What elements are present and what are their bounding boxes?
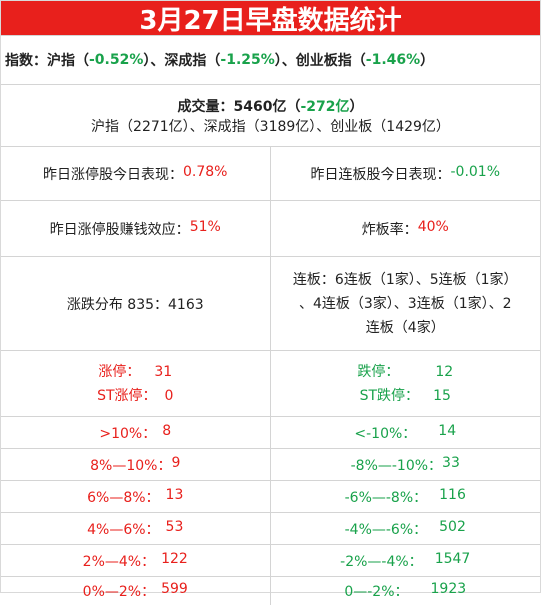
- dist-row: 4%—6%： 53 -4%—-6%： 502: [1, 512, 540, 544]
- dist-down-label: -8%—-10%：: [350, 457, 443, 474]
- limit-up-label: 涨停：: [98, 363, 141, 380]
- dist-up-cell: >10%： 8: [1, 417, 271, 448]
- dist-up-label: 4%—6%：: [87, 521, 160, 538]
- distribution-row: 涨跌分布 835：4163 连板：6连板（1家）、5连板（1家） 、4连板（3家…: [1, 256, 540, 350]
- dist-up-cell: 6%—8%： 13: [1, 481, 271, 512]
- consecutive-performance: 昨日连板股今日表现： -0.01%: [271, 147, 541, 200]
- sh-close: ）、: [143, 53, 165, 69]
- dist-down-value: 1923: [430, 581, 467, 597]
- dist-down-label: <-10%：: [354, 425, 417, 442]
- dist-down-cell: -4%—-6%： 502: [271, 513, 541, 544]
- page-title: 3月27日早盘数据统计: [1, 1, 540, 36]
- effect-row: 昨日涨停股赚钱效应： 51% 炸板率： 40%: [1, 200, 540, 256]
- dist-up-label: 6%—8%：: [87, 489, 160, 506]
- dist-up-value: 599: [161, 581, 188, 597]
- consecutive-perf-label: 昨日连板股今日表现：: [310, 166, 451, 183]
- dist-down-cell: -8%—-10%： 33: [271, 449, 541, 480]
- dist-up-value: 13: [165, 486, 184, 503]
- sz-close: ）、: [274, 53, 296, 69]
- dist-up-value: 8: [162, 422, 172, 439]
- cy-name: 创业板指（: [295, 53, 366, 69]
- break-rate: 炸板率： 40%: [271, 201, 541, 256]
- limit-count-row: 涨停： 31 ST涨停： 0 跌停： 12 ST跌停： 15: [1, 350, 540, 416]
- dist-row: 6%—8%： 13 -6%—-8%： 116: [1, 480, 540, 512]
- dist-up-cell: 0%—2%： 599: [1, 577, 271, 605]
- dist-up-cell: 4%—6%： 53: [1, 513, 271, 544]
- sz-change: -1.25%: [220, 52, 275, 68]
- volume-row: 成交量：5460亿（ -272亿 ） 沪指（2271亿）、深成指（3189亿）、…: [1, 84, 540, 146]
- dist-up-value: 53: [165, 518, 184, 535]
- dist-down-cell: -2%—-4%： 1547: [271, 545, 541, 576]
- dist-down-value: 1547: [434, 550, 471, 567]
- sh-name: 沪指（: [47, 53, 89, 69]
- dist-up-value: 122: [161, 550, 188, 567]
- st-limit-down-label: ST跌停：: [359, 387, 420, 404]
- money-effect-label: 昨日涨停股赚钱效应：: [49, 221, 190, 238]
- break-rate-label: 炸板率：: [361, 221, 418, 238]
- consecutive-line-3: 连板（4家）: [365, 319, 445, 336]
- dist-up-label: >10%：: [99, 425, 157, 442]
- limit-up-counts: 涨停： 31 ST涨停： 0: [1, 351, 271, 416]
- cy-close: ）: [420, 53, 435, 69]
- dist-up-label: 8%—10%：: [90, 457, 172, 474]
- consecutive-line-1: 连板：6连板（1家）、5连板（1家）: [292, 271, 518, 288]
- rise-fall-distribution: 涨跌分布 835：4163: [1, 257, 271, 350]
- volume-label: 成交量：5460亿（: [177, 98, 301, 115]
- st-limit-down-value: 15: [433, 387, 451, 404]
- limit-down-counts: 跌停： 12 ST跌停： 15: [271, 351, 541, 416]
- dist-down-cell: 0—-2%： 1923: [271, 577, 541, 605]
- index-row: 指数： 沪指（ -0.52% ）、 深成指（ -1.25% ）、 创业板指（ -…: [1, 35, 540, 84]
- consecutive-line-2: 、4连板（3家）、3连板（1家）、2: [298, 295, 512, 312]
- dist-down-label: -4%—-6%：: [344, 521, 428, 538]
- dist-down-cell: <-10%： 14: [271, 417, 541, 448]
- st-limit-up-label: ST涨停：: [97, 387, 157, 404]
- dist-row: 2%—4%： 122 -2%—-4%： 1547: [1, 544, 540, 576]
- dist-down-label: 0—-2%：: [344, 584, 409, 600]
- volume-close: ）: [349, 98, 364, 115]
- dist-up-label: 0%—2%：: [82, 584, 156, 600]
- dist-up-cell: 8%—10%： 9: [1, 449, 271, 480]
- dist-down-value: 33: [442, 454, 460, 471]
- money-effect-value: 51%: [189, 218, 221, 235]
- dist-row: 0%—2%： 599 0—-2%： 1923: [1, 576, 540, 605]
- sh-change: -0.52%: [89, 52, 144, 68]
- dist-up-label: 2%—4%：: [82, 553, 156, 570]
- cy-change: -1.46%: [365, 52, 421, 68]
- break-rate-value: 40%: [417, 218, 449, 235]
- limit-up-performance: 昨日涨停股今日表现： 0.78%: [1, 147, 271, 200]
- performance-row: 昨日涨停股今日表现： 0.78% 昨日连板股今日表现： -0.01%: [1, 146, 540, 200]
- limit-up-value: 31: [154, 363, 173, 380]
- limit-up-perf-label: 昨日涨停股今日表现：: [43, 166, 183, 183]
- consecutive-perf-value: -0.01%: [450, 163, 501, 180]
- dist-down-value: 14: [438, 422, 457, 439]
- dist-row: 8%—10%： 9 -8%—-10%： 33: [1, 448, 540, 480]
- volume-change: -272亿: [300, 98, 350, 115]
- dist-up-cell: 2%—4%： 122: [1, 545, 271, 576]
- index-prefix: 指数：: [5, 53, 47, 69]
- limit-down-label: 跌停：: [357, 363, 400, 380]
- sz-name: 深成指（: [164, 53, 221, 69]
- dist-down-label: -2%—-4%：: [340, 553, 423, 570]
- dist-row: >10%： 8 <-10%： 14: [1, 416, 540, 448]
- money-effect: 昨日涨停股赚钱效应： 51%: [1, 201, 271, 256]
- dist-down-cell: -6%—-8%： 116: [271, 481, 541, 512]
- dist-down-value: 116: [439, 486, 466, 503]
- limit-up-perf-value: 0.78%: [183, 163, 228, 180]
- volume-line: 成交量：5460亿（ -272亿 ）: [177, 96, 363, 116]
- dist-down-value: 502: [439, 518, 466, 535]
- st-limit-up-value: 0: [164, 387, 174, 404]
- consecutive-boards: 连板：6连板（1家）、5连板（1家） 、4连板（3家）、3连板（1家）、2 连板…: [271, 257, 541, 350]
- dist-down-label: -6%—-8%：: [344, 489, 428, 506]
- volume-detail: 沪指（2271亿）、深成指（3189亿）、创业板（1429亿）: [91, 118, 450, 135]
- dist-up-value: 9: [171, 454, 181, 471]
- limit-down-value: 12: [435, 363, 454, 380]
